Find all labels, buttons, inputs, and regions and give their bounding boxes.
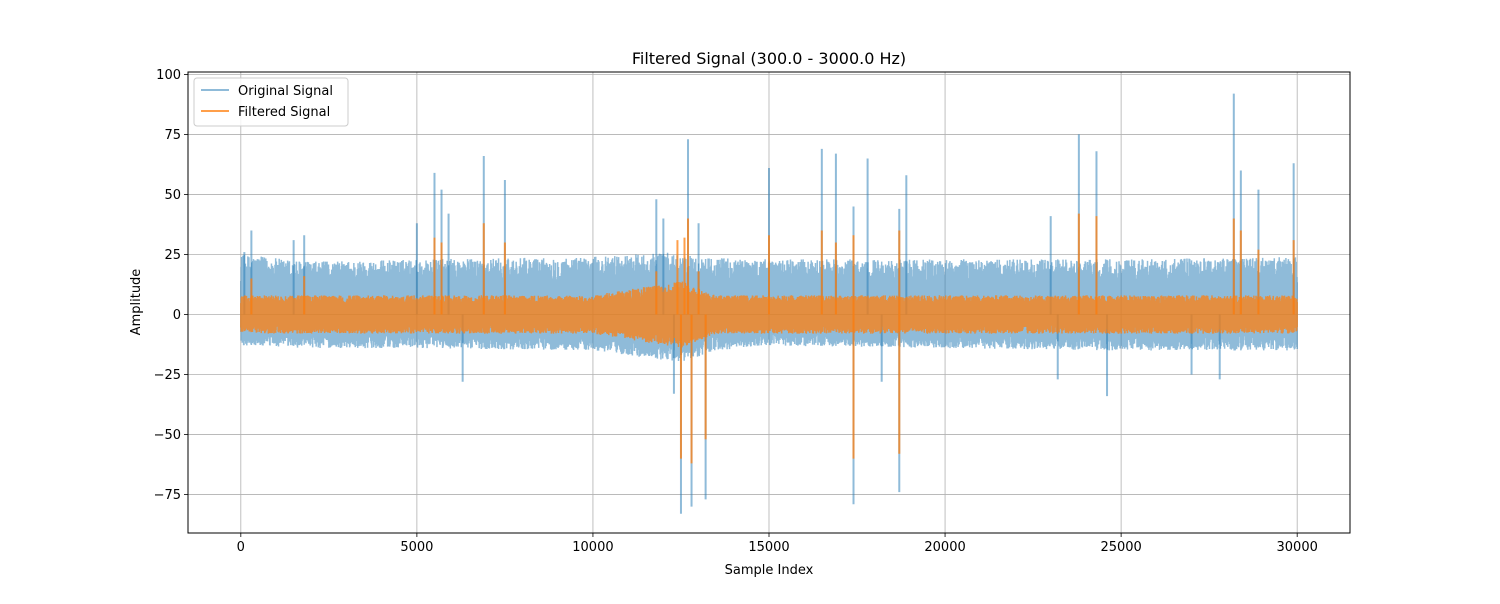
x-tick-label: 5000 <box>400 540 433 555</box>
y-tick-label: 75 <box>164 128 181 143</box>
x-tick-label: 0 <box>237 540 245 555</box>
series-layer <box>240 93 1298 514</box>
chart-title: Filtered Signal (300.0 - 3000.0 Hz) <box>632 49 906 68</box>
legend-label-original-signal: Original Signal <box>238 84 333 99</box>
x-tick-label: 25000 <box>1100 540 1141 555</box>
x-tick-label: 10000 <box>572 540 613 555</box>
y-tick-label: 50 <box>164 188 181 203</box>
x-axis-ticks: 0 5000 10000 15000 20000 25000 30000 <box>237 533 1318 555</box>
y-axis-label: Amplitude <box>129 269 144 336</box>
legend-box <box>193 77 349 127</box>
y-tick-label: 25 <box>164 248 181 263</box>
x-axis-label: Sample Index <box>725 563 814 578</box>
legend-label-filtered-signal: Filtered Signal <box>238 105 330 120</box>
series-line-1 <box>240 281 1298 348</box>
y-tick-label: −75 <box>154 488 181 503</box>
y-tick-label: −25 <box>154 368 181 383</box>
x-tick-label: 30000 <box>1277 540 1318 555</box>
y-tick-label: 100 <box>156 68 181 83</box>
y-tick-label: −50 <box>154 428 181 443</box>
legend: Original Signal Filtered Signal <box>193 77 349 127</box>
x-tick-label: 20000 <box>924 540 965 555</box>
y-tick-label: 0 <box>173 308 181 323</box>
y-axis-ticks: −75 −50 −25 0 25 50 75 100 <box>154 68 188 503</box>
x-tick-label: 15000 <box>748 540 789 555</box>
